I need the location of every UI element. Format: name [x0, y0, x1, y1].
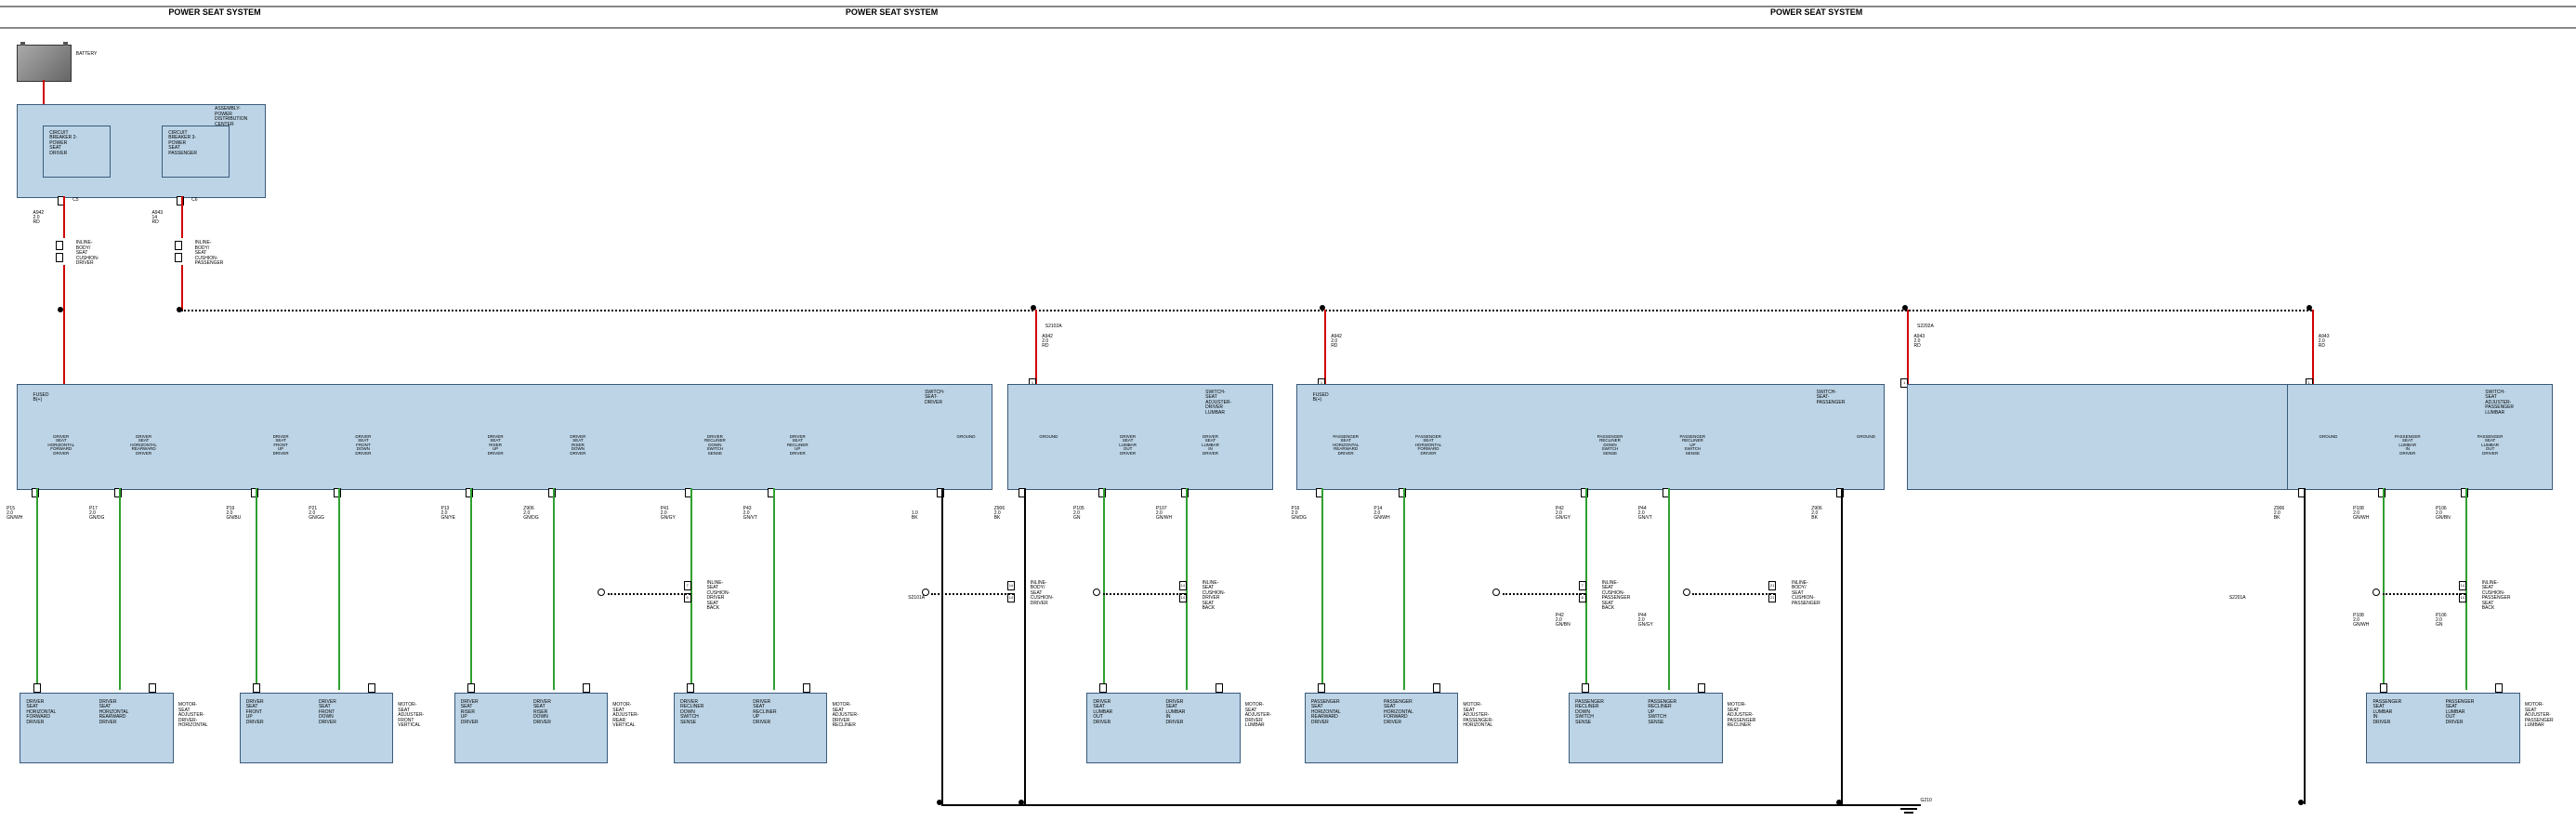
battery-label: BATTERY	[76, 52, 98, 58]
section-title: POWER SEAT SYSTEM	[727, 7, 1057, 17]
section-title: POWER SEAT SYSTEM	[2461, 7, 2576, 17]
section-title: POWER SEAT SYSTEM	[49, 7, 379, 17]
battery-icon	[17, 45, 72, 82]
ground-icon	[1898, 804, 1921, 814]
ground-label: G210	[1921, 799, 1932, 804]
wiring-diagram: POWER SEAT SYSTEM POWER SEAT SYSTEM POWER …	[0, 0, 2576, 834]
section-title: POWER SEAT SYSTEM	[1651, 7, 1981, 17]
